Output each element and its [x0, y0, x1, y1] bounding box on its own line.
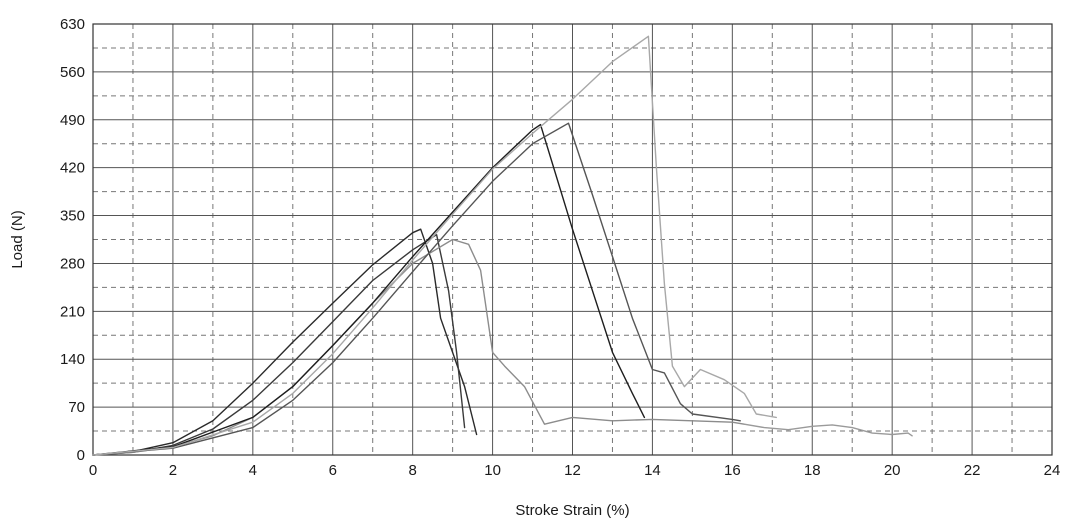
y-tick-label: 70 — [68, 399, 85, 416]
series-line-3 — [92, 238, 745, 456]
x-tick-label: 6 — [329, 462, 337, 479]
series-line-7 — [743, 423, 913, 437]
series-line-5 — [92, 122, 741, 456]
x-tick-label: 10 — [484, 462, 501, 479]
y-tick-label: 420 — [60, 160, 85, 177]
x-tick-label: 0 — [89, 462, 97, 479]
x-tick-label: 4 — [249, 462, 257, 479]
y-tick-label: 490 — [60, 112, 85, 129]
plot-area-frame — [92, 23, 1053, 456]
y-tick-label: 350 — [60, 208, 85, 225]
series-line-2 — [92, 233, 466, 456]
series-line-6 — [92, 35, 777, 456]
x-tick-label: 8 — [408, 462, 416, 479]
y-tick-label: 210 — [60, 303, 85, 320]
x-tick-label: 22 — [964, 462, 981, 479]
x-axis-tick-labels: 0 2 4 6 8 10 12 14 16 18 20 22 24 — [89, 462, 1061, 479]
y-tick-label: 630 — [60, 16, 85, 33]
series-group — [92, 35, 913, 456]
x-tick-label: 12 — [564, 462, 581, 479]
series-line-4 — [92, 123, 646, 456]
x-tick-label: 18 — [804, 462, 821, 479]
x-tick-label: 14 — [644, 462, 661, 479]
x-axis-title: Stroke Strain (%) — [515, 502, 629, 519]
x-tick-label: 2 — [169, 462, 177, 479]
y-axis-tick-labels: 0 70 140 210 280 350 420 490 560 630 — [60, 16, 85, 464]
grid — [92, 23, 1053, 456]
x-tick-label: 20 — [884, 462, 901, 479]
y-tick-label: 280 — [60, 255, 85, 272]
y-tick-label: 140 — [60, 351, 85, 368]
y-axis-title: Load (N) — [9, 210, 26, 268]
series-line-1 — [92, 228, 478, 456]
x-tick-label: 16 — [724, 462, 741, 479]
y-tick-label: 0 — [77, 447, 85, 464]
y-tick-label: 560 — [60, 64, 85, 81]
x-tick-label: 24 — [1044, 462, 1061, 479]
